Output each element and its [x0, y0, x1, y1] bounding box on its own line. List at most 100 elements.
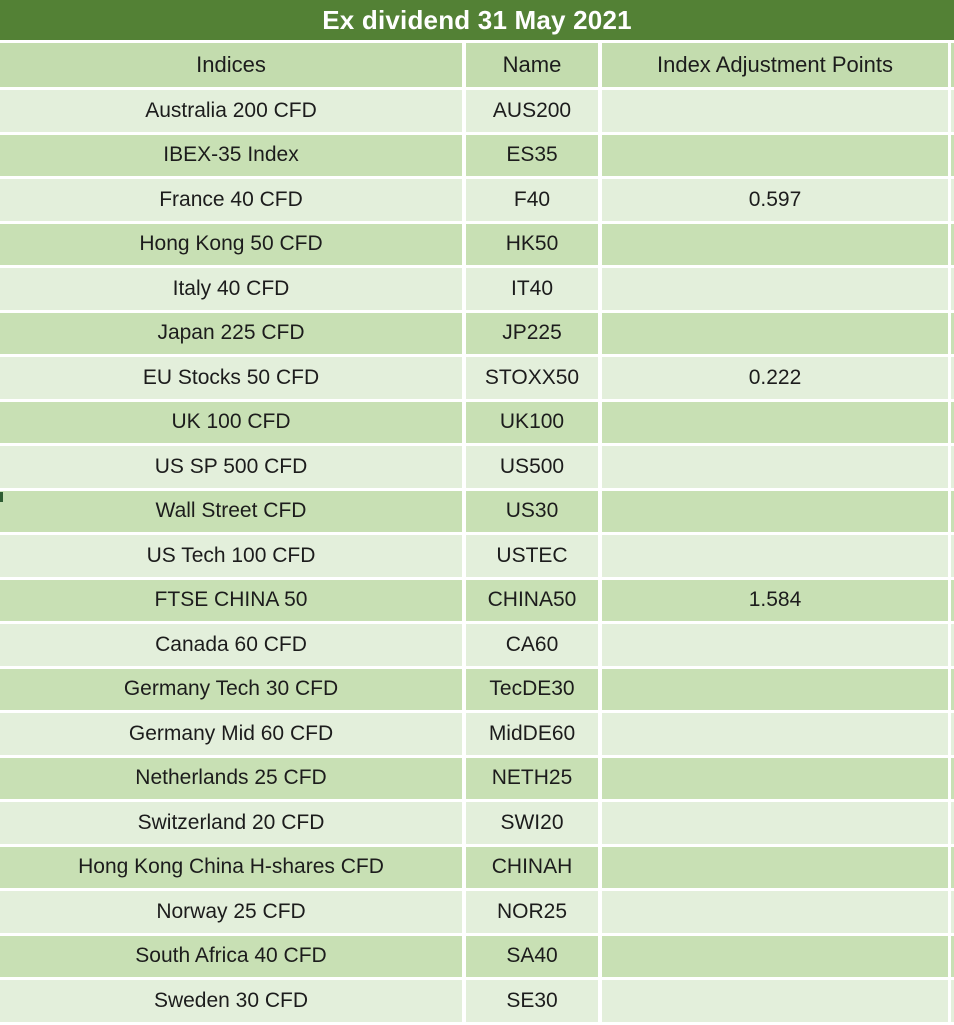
points-cell: 1.584	[598, 579, 948, 624]
spacer-cell	[948, 624, 954, 669]
name-cell: STOXX50	[462, 357, 598, 402]
points-cell	[598, 980, 948, 1025]
spacer-cell	[948, 757, 954, 802]
spacer-cell	[948, 713, 954, 758]
spacer-cell	[948, 935, 954, 980]
table-row: EU Stocks 50 CFD STOXX50 0.222	[0, 357, 954, 402]
column-header-adjustment-points: Index Adjustment Points	[598, 43, 948, 90]
table-row: US Tech 100 CFD USTEC	[0, 535, 954, 580]
points-cell	[598, 490, 948, 535]
points-cell: 0.597	[598, 179, 948, 224]
points-cell	[598, 891, 948, 936]
indices-cell: FTSE CHINA 50	[0, 579, 462, 624]
table-row: Norway 25 CFD NOR25	[0, 891, 954, 936]
points-cell	[598, 446, 948, 491]
table-row: South Africa 40 CFD SA40	[0, 935, 954, 980]
name-cell: JP225	[462, 312, 598, 357]
header-spacer-cell	[948, 43, 954, 90]
indices-cell: Italy 40 CFD	[0, 268, 462, 313]
table-row: France 40 CFD F40 0.597	[0, 179, 954, 224]
dividend-table: Indices Name Index Adjustment Points Aus…	[0, 43, 954, 1025]
table-row: FTSE CHINA 50 CHINA50 1.584	[0, 579, 954, 624]
table-row: Italy 40 CFD IT40	[0, 268, 954, 313]
points-cell	[598, 401, 948, 446]
indices-cell: Hong Kong China H-shares CFD	[0, 846, 462, 891]
spacer-cell	[948, 490, 954, 535]
points-cell	[598, 134, 948, 179]
name-cell: USTEC	[462, 535, 598, 580]
indices-cell: UK 100 CFD	[0, 401, 462, 446]
name-cell: MidDE60	[462, 713, 598, 758]
table-row: US SP 500 CFD US500	[0, 446, 954, 491]
points-cell	[598, 223, 948, 268]
points-cell	[598, 268, 948, 313]
table-row: Hong Kong 50 CFD HK50	[0, 223, 954, 268]
indices-cell: South Africa 40 CFD	[0, 935, 462, 980]
indices-cell: Wall Street CFD	[0, 490, 462, 535]
table-title: Ex dividend 31 May 2021	[0, 0, 954, 43]
indices-cell: Canada 60 CFD	[0, 624, 462, 669]
column-header-name: Name	[462, 43, 598, 90]
name-cell: SWI20	[462, 802, 598, 847]
points-cell	[598, 757, 948, 802]
points-cell	[598, 535, 948, 580]
spacer-cell	[948, 668, 954, 713]
name-cell: HK50	[462, 223, 598, 268]
spacer-cell	[948, 312, 954, 357]
indices-cell: Sweden 30 CFD	[0, 980, 462, 1025]
name-cell: US500	[462, 446, 598, 491]
table-row: Japan 225 CFD JP225	[0, 312, 954, 357]
indices-cell: France 40 CFD	[0, 179, 462, 224]
table-row: Sweden 30 CFD SE30	[0, 980, 954, 1025]
table-row: Wall Street CFD US30	[0, 490, 954, 535]
indices-cell: Australia 200 CFD	[0, 90, 462, 135]
points-cell	[598, 935, 948, 980]
name-cell: NETH25	[462, 757, 598, 802]
name-cell: SA40	[462, 935, 598, 980]
indices-cell: Hong Kong 50 CFD	[0, 223, 462, 268]
table-row: Switzerland 20 CFD SWI20	[0, 802, 954, 847]
points-cell	[598, 668, 948, 713]
table-row: Germany Mid 60 CFD MidDE60	[0, 713, 954, 758]
spacer-cell	[948, 357, 954, 402]
points-cell	[598, 624, 948, 669]
table-row: Australia 200 CFD AUS200	[0, 90, 954, 135]
indices-cell: US SP 500 CFD	[0, 446, 462, 491]
name-cell: F40	[462, 179, 598, 224]
left-edge-artifact-mark	[0, 492, 3, 502]
spacer-cell	[948, 446, 954, 491]
indices-cell: Norway 25 CFD	[0, 891, 462, 936]
points-cell	[598, 312, 948, 357]
table-row: Netherlands 25 CFD NETH25	[0, 757, 954, 802]
points-cell	[598, 713, 948, 758]
indices-cell: IBEX-35 Index	[0, 134, 462, 179]
name-cell: IT40	[462, 268, 598, 313]
spacer-cell	[948, 401, 954, 446]
points-cell: 0.222	[598, 357, 948, 402]
indices-cell: Japan 225 CFD	[0, 312, 462, 357]
name-cell: ES35	[462, 134, 598, 179]
spacer-cell	[948, 846, 954, 891]
spacer-cell	[948, 134, 954, 179]
indices-cell: Germany Mid 60 CFD	[0, 713, 462, 758]
column-header-indices: Indices	[0, 43, 462, 90]
name-cell: SE30	[462, 980, 598, 1025]
indices-cell: Germany Tech 30 CFD	[0, 668, 462, 713]
table-row: IBEX-35 Index ES35	[0, 134, 954, 179]
name-cell: US30	[462, 490, 598, 535]
table-row: Canada 60 CFD CA60	[0, 624, 954, 669]
indices-cell: Netherlands 25 CFD	[0, 757, 462, 802]
table-row: Hong Kong China H-shares CFD CHINAH	[0, 846, 954, 891]
points-cell	[598, 846, 948, 891]
spacer-cell	[948, 980, 954, 1025]
table-row: UK 100 CFD UK100	[0, 401, 954, 446]
spacer-cell	[948, 802, 954, 847]
name-cell: CA60	[462, 624, 598, 669]
indices-cell: Switzerland 20 CFD	[0, 802, 462, 847]
points-cell	[598, 90, 948, 135]
points-cell	[598, 802, 948, 847]
spacer-cell	[948, 223, 954, 268]
spacer-cell	[948, 535, 954, 580]
name-cell: CHINA50	[462, 579, 598, 624]
